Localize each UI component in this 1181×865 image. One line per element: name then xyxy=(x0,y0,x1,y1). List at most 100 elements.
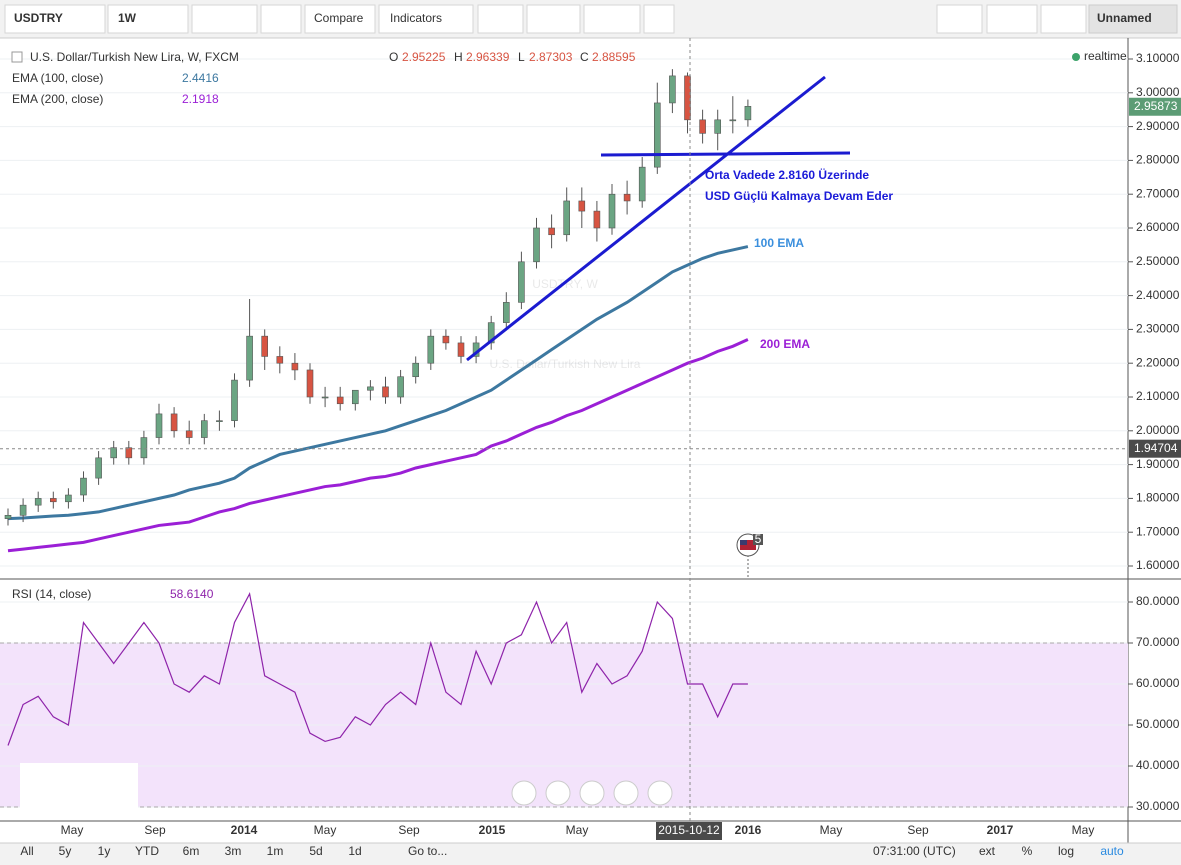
scale-option[interactable]: auto xyxy=(1100,844,1124,858)
legend-value: 2.4416 xyxy=(182,71,219,85)
settings-button[interactable] xyxy=(260,4,302,34)
indicators[interactable]: Indicators xyxy=(390,11,442,25)
scroll-left[interactable] xyxy=(511,780,537,806)
symbol[interactable]: USDTRY xyxy=(14,11,63,25)
legend-value: 2.1918 xyxy=(182,92,219,106)
indicators-button[interactable] xyxy=(378,4,474,34)
candle-body xyxy=(125,447,133,459)
goto[interactable]: Go to... xyxy=(408,844,447,858)
compare-button[interactable] xyxy=(304,4,376,34)
alert-button[interactable] xyxy=(477,4,524,34)
range-button[interactable]: YTD xyxy=(135,844,159,858)
x-tick-label: 2015 xyxy=(479,823,506,837)
x-tick-label: May xyxy=(566,823,589,837)
range-button[interactable]: 1m xyxy=(267,844,284,858)
watermark-description: U.S. Dollar/Turkish New Lira xyxy=(490,357,641,371)
candle-body xyxy=(170,413,178,432)
candle-body xyxy=(155,413,163,438)
candle-body xyxy=(638,166,646,202)
interval[interactable]: 1W xyxy=(118,11,137,25)
range-button[interactable]: 5y xyxy=(59,844,72,858)
reset[interactable] xyxy=(579,780,605,806)
line xyxy=(7,245,749,521)
save-button[interactable] xyxy=(1040,4,1087,34)
candle-body xyxy=(442,335,450,344)
candle-body xyxy=(351,389,359,405)
candle-body xyxy=(729,119,737,122)
candle-body xyxy=(397,376,404,398)
range-button[interactable]: 3m xyxy=(225,844,242,858)
x-tick-label: May xyxy=(314,823,337,837)
realtime-dot xyxy=(1072,53,1080,61)
symbol-box[interactable] xyxy=(4,4,106,34)
x-tick-label: May xyxy=(1072,823,1095,837)
range-button[interactable]: 6m xyxy=(183,844,200,858)
x-tick-label: Sep xyxy=(907,823,929,837)
candle-body xyxy=(95,457,102,479)
style-button[interactable] xyxy=(191,4,258,34)
candle-body xyxy=(291,362,299,371)
candle-body xyxy=(306,369,314,398)
ohlc-label: L xyxy=(518,50,525,64)
candle-body xyxy=(4,515,12,519)
candle-body xyxy=(382,386,389,398)
candle-body xyxy=(201,420,208,438)
rsi-title: RSI (14, close) xyxy=(12,587,91,601)
candle-body xyxy=(699,119,706,134)
ohlc-value: 2.88595 xyxy=(592,50,636,64)
x-tick-label: May xyxy=(820,823,843,837)
x-tick-label: 2017 xyxy=(987,823,1014,837)
trend-line[interactable] xyxy=(466,75,826,362)
undo-redo[interactable] xyxy=(583,4,641,34)
grid xyxy=(0,58,1128,808)
range-button[interactable]: 1y xyxy=(98,844,111,858)
legend-entry: EMA (200, close) xyxy=(12,92,103,106)
annotation: 200 EMA xyxy=(760,337,810,351)
candle-body xyxy=(533,227,540,263)
draw-button[interactable] xyxy=(936,4,983,34)
candle-body xyxy=(140,437,148,459)
candle-body xyxy=(578,200,586,212)
range-button[interactable]: All xyxy=(20,844,33,858)
x-tick-label: 2014 xyxy=(231,823,258,837)
candle-body xyxy=(427,335,435,364)
legend-entry: EMA (100, close) xyxy=(12,71,103,85)
compare[interactable]: Compare xyxy=(314,11,364,25)
support-line[interactable] xyxy=(600,151,851,157)
crosshair-time-box xyxy=(656,822,722,840)
ohlc-label: H xyxy=(454,50,463,64)
range-button[interactable]: 5d xyxy=(309,844,322,858)
scale-option[interactable]: % xyxy=(1022,844,1033,858)
scroll-right[interactable] xyxy=(647,780,673,806)
scale-option[interactable]: ext xyxy=(979,844,996,858)
x-tick-label: 2016 xyxy=(735,823,762,837)
y-tick-label: 2.30000 xyxy=(1136,322,1180,336)
ohlc-label: O xyxy=(389,50,398,64)
range-button[interactable]: 1d xyxy=(348,844,361,858)
event-count: 5 xyxy=(755,532,762,546)
candle-body xyxy=(744,106,752,121)
y-tick-label: 50.0000 xyxy=(1136,717,1180,731)
layout-name[interactable]: Unnamed xyxy=(1097,11,1152,25)
scale-option[interactable]: log xyxy=(1058,844,1074,858)
x-tick-label: Sep xyxy=(398,823,420,837)
interval-box[interactable] xyxy=(107,4,189,34)
layout-box[interactable] xyxy=(1088,4,1178,34)
zoom-out[interactable] xyxy=(545,780,571,806)
last-price-box xyxy=(1129,97,1181,116)
blank-box xyxy=(20,763,138,808)
candle-body xyxy=(80,477,87,496)
collapse-icon[interactable] xyxy=(11,51,23,63)
fullscreen-button[interactable] xyxy=(643,4,675,34)
y-tick-label: 2.80000 xyxy=(1136,153,1180,167)
load-button[interactable] xyxy=(986,4,1038,34)
y-tick-label: 1.60000 xyxy=(1136,558,1180,572)
plot xyxy=(4,69,752,746)
idea-button[interactable] xyxy=(526,4,581,34)
event-badge xyxy=(753,534,763,545)
y-tick-label: 1.80000 xyxy=(1136,491,1180,505)
zoom-in[interactable] xyxy=(613,780,639,806)
bottom-bar xyxy=(0,843,1181,865)
y-tick-label: 2.60000 xyxy=(1136,220,1180,234)
